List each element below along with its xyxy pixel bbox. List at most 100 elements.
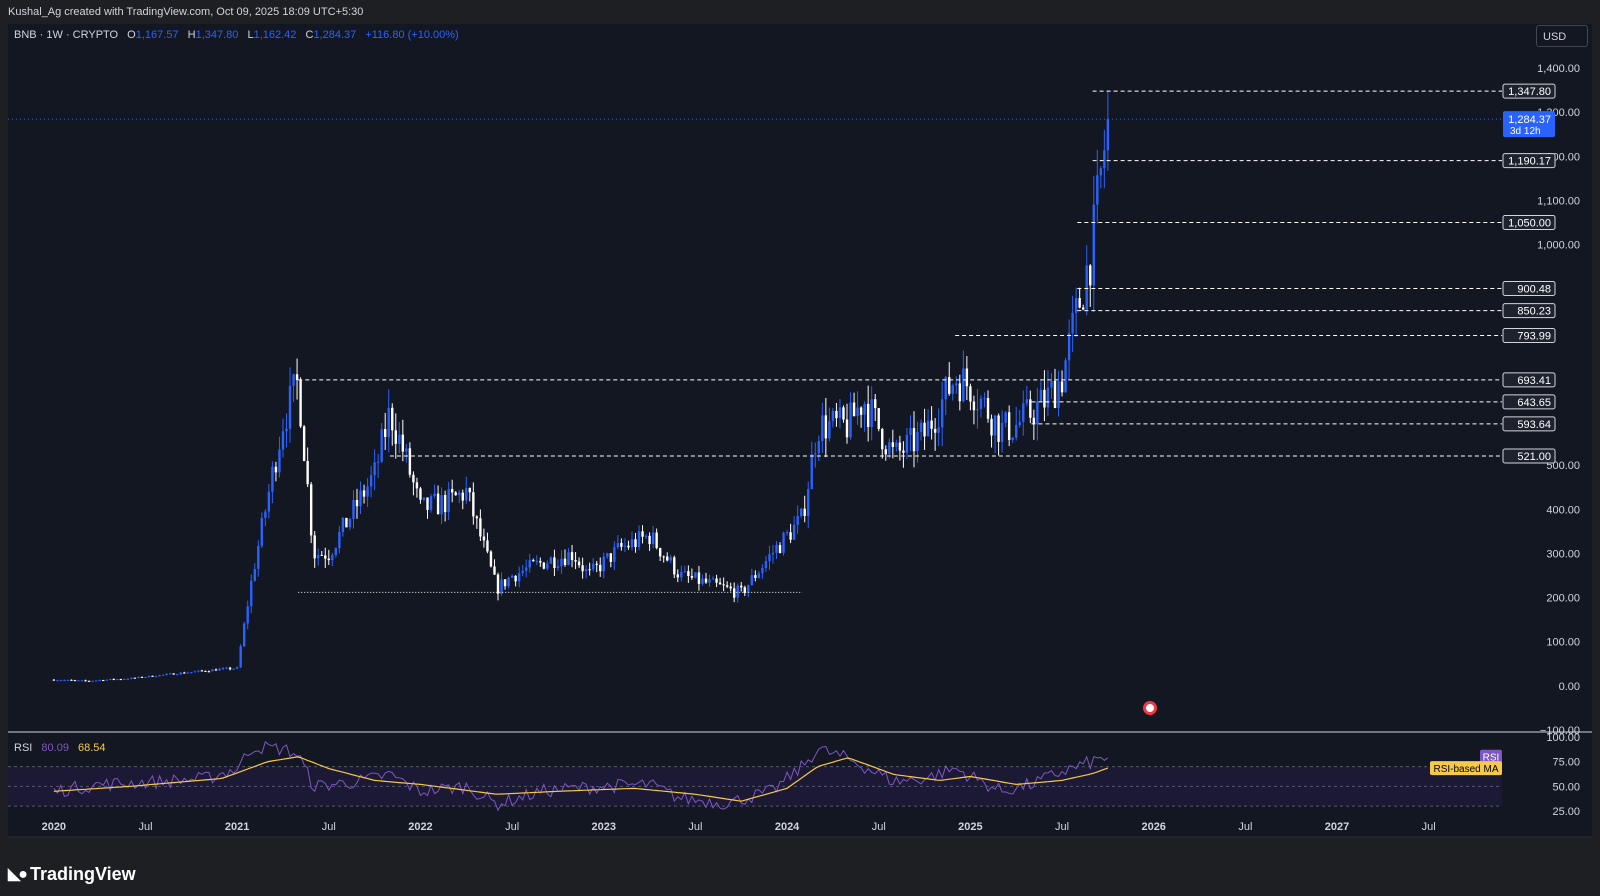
- candle-body: [898, 442, 902, 451]
- level-tag: [1502, 372, 1556, 388]
- candle-body: [295, 374, 299, 381]
- candle-body: [1085, 265, 1088, 310]
- level-tag: [1502, 153, 1556, 169]
- level-tag-label: 900.48: [1517, 283, 1551, 295]
- candle-body: [1089, 265, 1092, 286]
- symbol-label[interactable]: BNB · 1W · CRYPTO: [14, 29, 119, 41]
- candle-body: [1007, 412, 1011, 440]
- candle-body: [553, 557, 556, 569]
- candle-body: [874, 399, 877, 409]
- candle-body: [405, 448, 408, 452]
- candle-body: [570, 552, 574, 561]
- candle-body: [514, 575, 517, 582]
- candle-body: [345, 517, 348, 528]
- candle-body: [870, 399, 873, 428]
- currency-button[interactable]: USD: [1536, 25, 1588, 47]
- candle-body: [373, 462, 376, 476]
- candle-body: [140, 676, 144, 678]
- candle-body: [126, 678, 130, 680]
- candle-body: [701, 578, 704, 584]
- candle-body: [708, 579, 711, 583]
- candle-body: [440, 495, 443, 515]
- candle-body: [532, 560, 535, 562]
- candle-body: [648, 535, 651, 545]
- candle-body: [1050, 380, 1053, 388]
- price-tick-label: −100.00: [1540, 725, 1580, 737]
- candle-body: [895, 442, 898, 447]
- candle-body: [1099, 168, 1103, 176]
- level-tag-label: 793.99: [1517, 330, 1551, 342]
- candle-body: [754, 575, 757, 578]
- level-tag-label: 850.23: [1517, 306, 1551, 318]
- rsi-tick-label: 25.00: [1552, 806, 1580, 818]
- candle-body: [976, 409, 979, 411]
- candle-body: [835, 410, 838, 419]
- candle-body: [443, 495, 447, 513]
- candle-body: [792, 524, 796, 540]
- rsi-tag-label: RSI: [1483, 753, 1500, 764]
- candle-body: [183, 672, 186, 674]
- candle-body: [584, 569, 588, 572]
- candle-body: [599, 564, 602, 572]
- price-tick-label: 1,000.00: [1537, 240, 1580, 252]
- candle-body: [831, 410, 835, 422]
- close-value: 1,284.37: [313, 29, 357, 41]
- candle-body: [588, 569, 591, 571]
- candle-body: [507, 577, 510, 587]
- candle-body: [940, 399, 944, 428]
- candle-body: [951, 385, 954, 394]
- candle-body: [902, 450, 905, 453]
- time-tick-label: 2020: [42, 821, 66, 833]
- candle-body: [764, 561, 768, 568]
- level-tag-label: 1,050.00: [1508, 218, 1551, 230]
- candle-body: [313, 535, 316, 559]
- candle-body: [461, 492, 464, 501]
- candle-body: [419, 488, 422, 500]
- candle-body: [1046, 387, 1050, 408]
- candle-body: [687, 571, 690, 576]
- candle-body: [849, 402, 852, 438]
- candle-body: [1011, 437, 1014, 440]
- candle-body: [986, 398, 990, 419]
- candle-body: [955, 383, 958, 386]
- candle-body: [722, 584, 725, 586]
- candle-body: [465, 488, 468, 501]
- candle-body: [253, 568, 256, 581]
- candle-body: [930, 420, 933, 429]
- candle-body: [433, 493, 436, 497]
- candle-body: [267, 491, 271, 512]
- footer-brand[interactable]: ◣● TradingView: [8, 860, 136, 888]
- candle-body: [317, 554, 320, 559]
- candle-body: [817, 440, 821, 454]
- candle-body: [186, 672, 189, 674]
- rsi-value: 80.09: [41, 742, 69, 754]
- candle-body: [91, 680, 94, 682]
- candle-body: [539, 560, 542, 563]
- candle-body: [958, 383, 962, 402]
- candle-body: [172, 673, 175, 675]
- candle-body: [866, 403, 870, 428]
- candle-body: [944, 377, 947, 400]
- candle-body: [637, 531, 641, 548]
- candle-body: [306, 461, 309, 485]
- candle-body: [500, 579, 503, 594]
- candle-body: [112, 678, 115, 680]
- candle-body: [158, 675, 161, 677]
- candle-body: [70, 679, 73, 681]
- level-tag-label: 1,190.17: [1508, 156, 1551, 168]
- candle-body: [147, 675, 151, 677]
- candle-body: [475, 516, 479, 519]
- price-tick-label: 1,400.00: [1537, 63, 1580, 75]
- rsi-title[interactable]: RSI: [14, 742, 33, 754]
- candle-body: [320, 554, 323, 556]
- candle-body: [362, 490, 366, 497]
- candle-body: [683, 571, 687, 573]
- candle-body: [567, 552, 570, 566]
- candle-body: [190, 672, 193, 674]
- candle-body: [486, 540, 489, 552]
- candle-body: [972, 401, 976, 411]
- candle-body: [623, 545, 627, 547]
- candle-body: [137, 676, 140, 678]
- ohlc-legend: BNB · 1W · CRYPTO O1,167.57 H1,347.80 L1…: [14, 29, 459, 41]
